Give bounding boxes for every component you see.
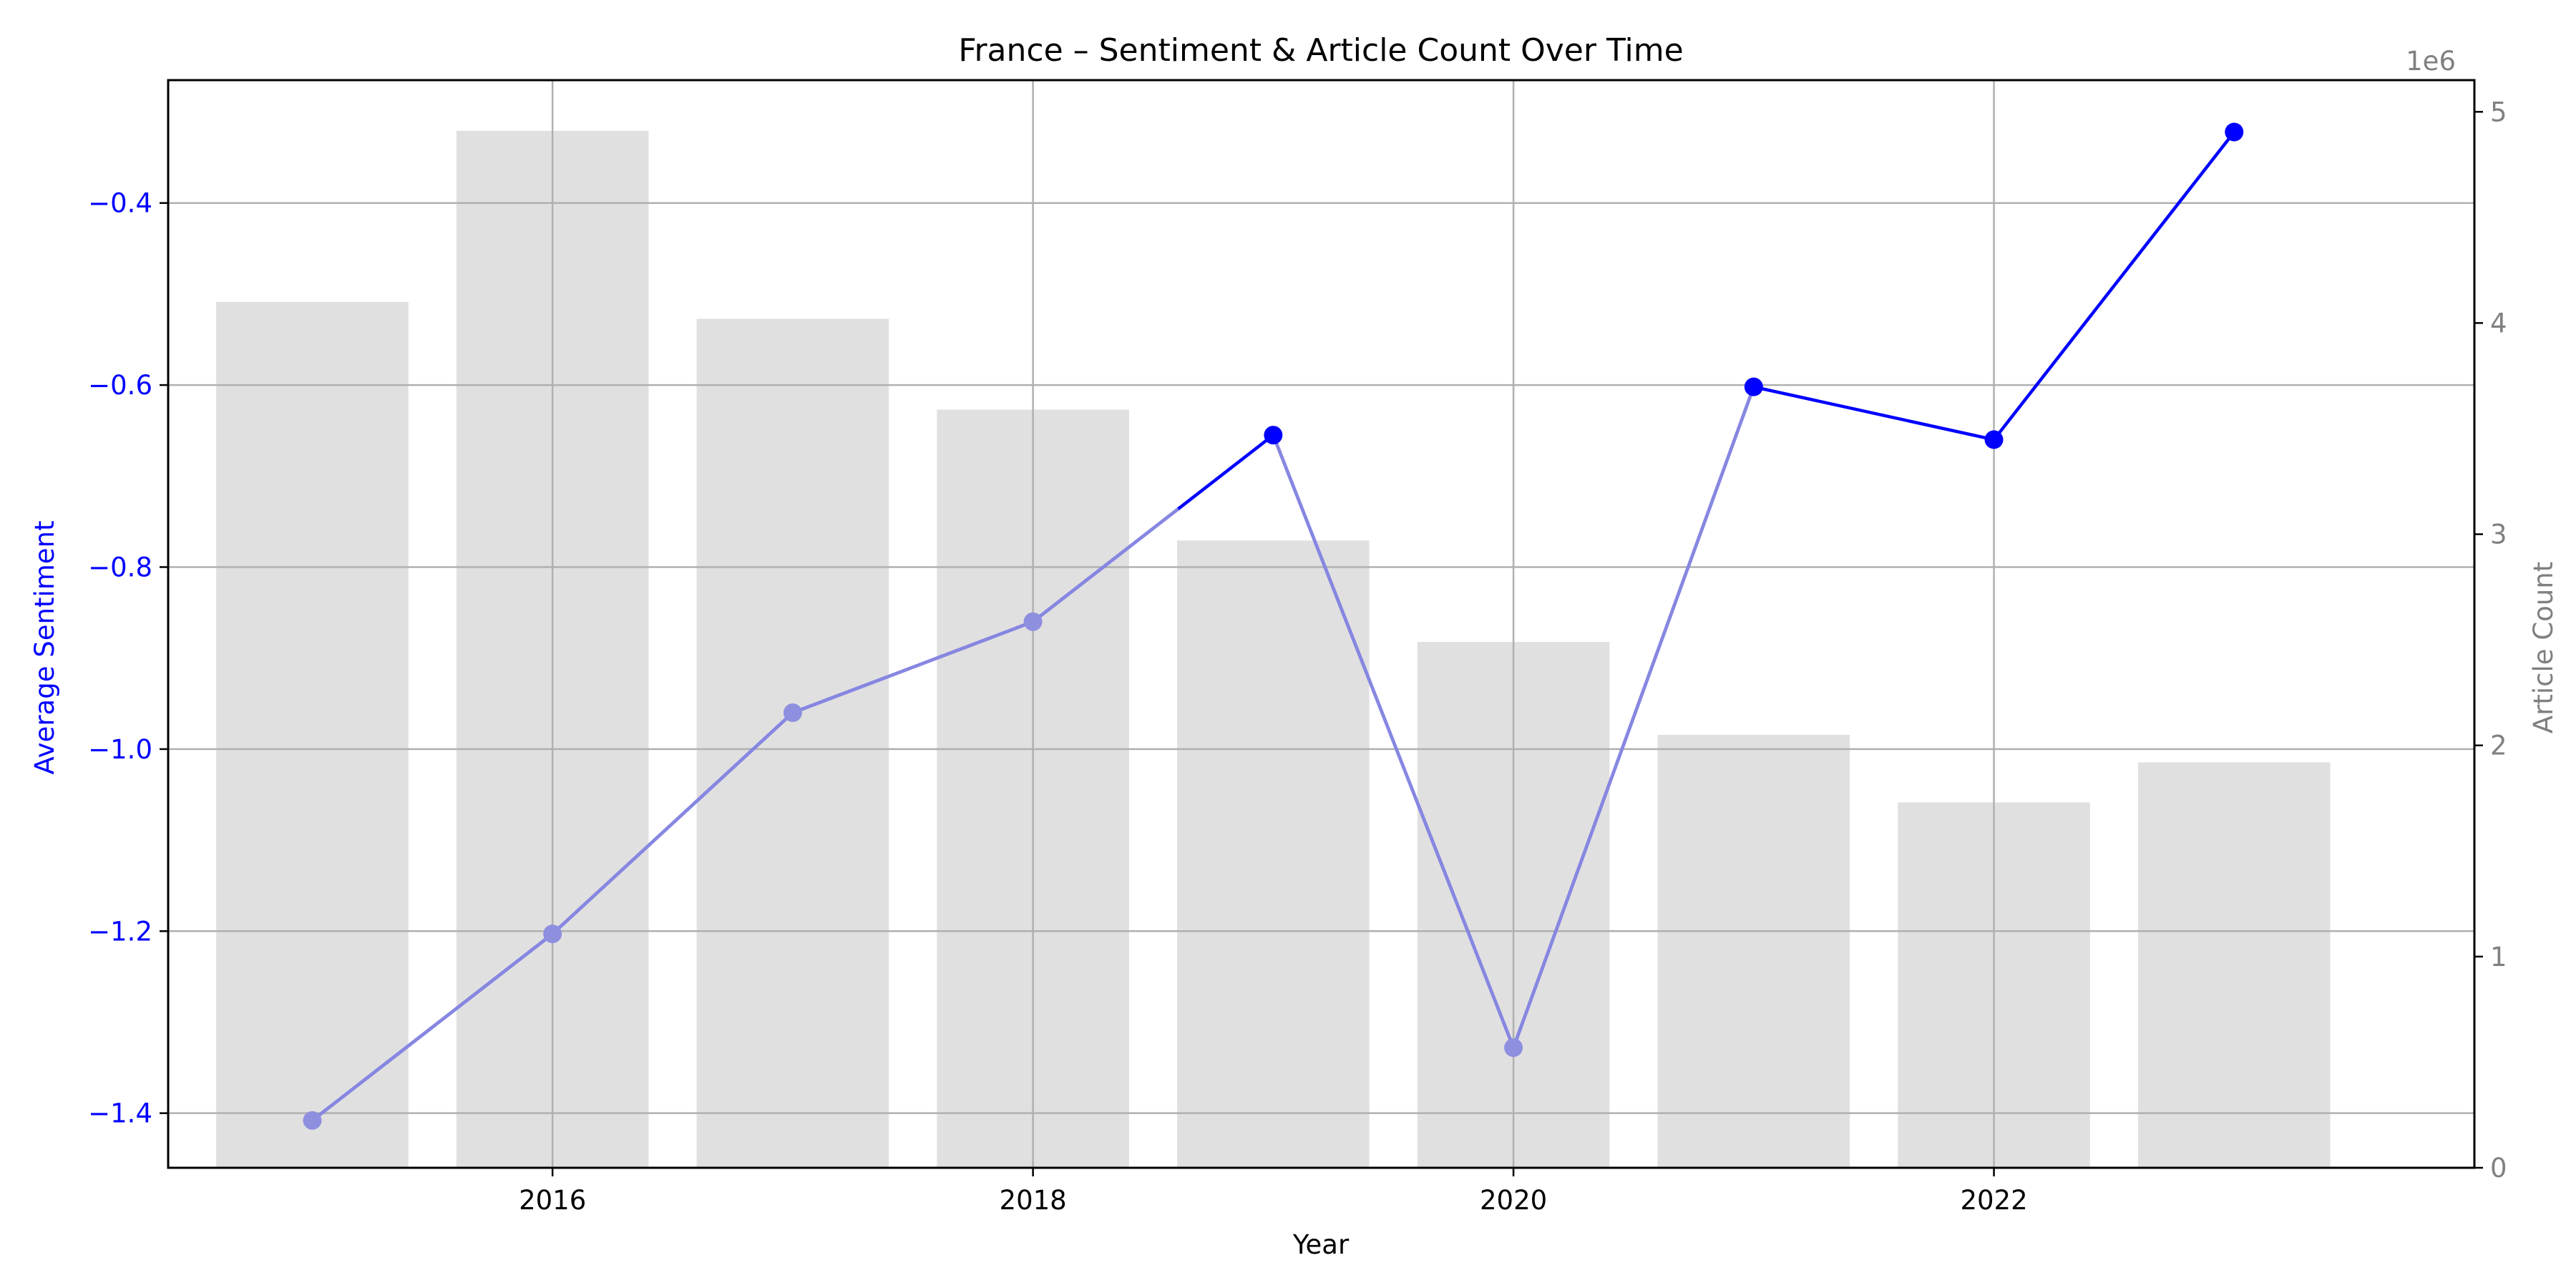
- x-tick-label-2016: 2016: [519, 1185, 586, 1216]
- x-tick-label-2022: 2022: [1960, 1185, 2027, 1216]
- line-segment-faded-2016: [550, 711, 795, 936]
- line-segment-faded-2018: [1031, 508, 1179, 624]
- point-2019: [1264, 426, 1283, 445]
- right-y-tick-label-2: 2: [2490, 731, 2507, 761]
- x-tick-label-2020: 2020: [1480, 1185, 1547, 1216]
- plot-frame: [167, 79, 2476, 1169]
- left-y-axis-label: Average Sentiment: [29, 521, 60, 775]
- bar-2023: [2137, 762, 2331, 1168]
- point-2016: [543, 924, 562, 944]
- left-y-tick-label--1.4: −1.4: [88, 1098, 152, 1129]
- right-y-tick-label-1: 1: [2490, 942, 2507, 972]
- line-segment-faded-2017: [791, 620, 1035, 715]
- left-y-tick-label--0.8: −0.8: [88, 552, 152, 583]
- point-2020: [1504, 1038, 1523, 1058]
- right-y-tick-label-0: 0: [2490, 1153, 2507, 1184]
- point-2018: [1023, 612, 1043, 631]
- left-y-tick-label--1: −1.0: [88, 734, 152, 765]
- x-axis-label: Year: [1292, 1229, 1350, 1260]
- point-2023: [2225, 122, 2244, 142]
- line-segment-faded-2019: [1272, 433, 1516, 1050]
- right-axis-offset-label: 1e6: [2406, 46, 2456, 77]
- chart-title: France – Sentiment & Article Count Over …: [958, 32, 1683, 69]
- point-2017: [783, 703, 802, 723]
- point-2021: [1744, 377, 1763, 396]
- bar-2015: [216, 301, 409, 1168]
- bar-2017: [696, 318, 889, 1169]
- line-segment-2021: [1752, 385, 1996, 441]
- right-y-tick-label-5: 5: [2490, 97, 2507, 127]
- right-y-axis-label: Article Count: [2528, 562, 2559, 733]
- left-y-tick-label--1.2: −1.2: [88, 916, 152, 947]
- bar-2019: [1177, 540, 1370, 1168]
- line-series: [311, 130, 2236, 1123]
- point-2022: [1984, 430, 2004, 449]
- right-y-tick-label-4: 4: [2490, 308, 2507, 338]
- line-segment-faded-2020: [1511, 385, 1756, 1050]
- left-y-tick-label--0.4: −0.4: [88, 188, 152, 219]
- right-y-tick-label-3: 3: [2490, 519, 2507, 550]
- line-segment-2022: [1992, 130, 2236, 441]
- x-tick-label-2018: 2018: [1000, 1185, 1067, 1216]
- line-markers: [303, 122, 2244, 1130]
- bar-series: [216, 130, 2331, 1169]
- left-y-tick-label--0.6: −0.6: [88, 370, 152, 401]
- bar-2021: [1657, 734, 1850, 1168]
- point-2015: [303, 1111, 322, 1130]
- line-segment-faded-2015: [311, 932, 555, 1123]
